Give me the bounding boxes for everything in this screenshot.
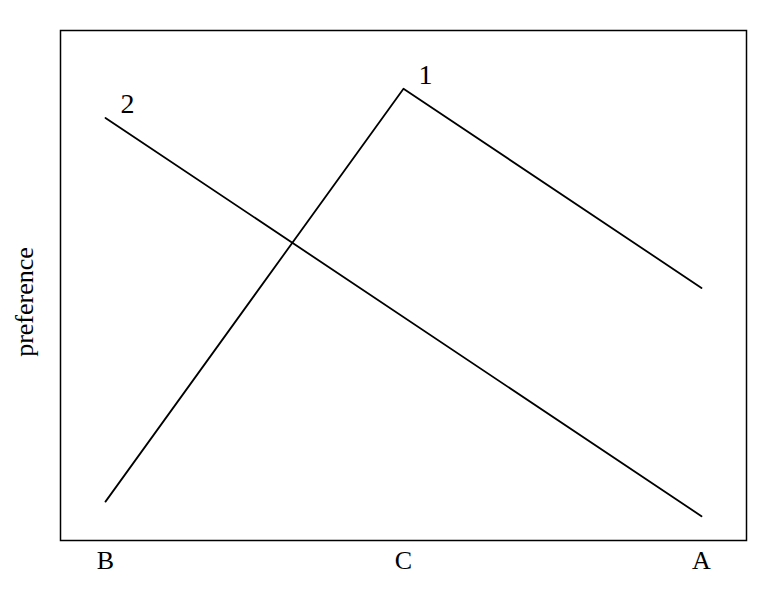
svg-text:1: 1: [419, 59, 433, 90]
svg-text:A: A: [692, 546, 711, 575]
svg-text:C: C: [395, 546, 412, 575]
html-text:preference: preference: [10, 247, 39, 357]
svg-text:B: B: [97, 546, 114, 575]
svg-text:2: 2: [121, 88, 135, 119]
